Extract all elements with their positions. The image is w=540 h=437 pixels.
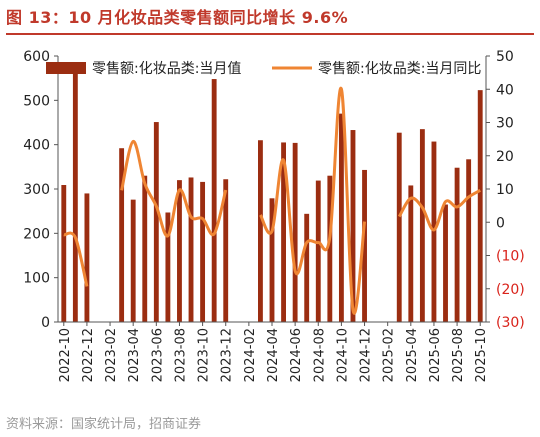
y-left-tick-label: 600 — [23, 49, 50, 65]
x-tick-label: 2023-08 — [173, 328, 188, 382]
title-rule — [6, 33, 534, 35]
bar — [119, 148, 125, 322]
x-tick-label: 2023-04 — [127, 328, 142, 382]
bar — [188, 177, 194, 322]
y-right-tick-label: (30) — [496, 315, 525, 331]
bar — [477, 90, 483, 323]
bar — [350, 130, 356, 322]
x-tick-label: 2025-04 — [405, 328, 420, 382]
x-tick-label: 2023-12 — [220, 328, 235, 382]
legend-line-label: 零售额:化妆品类:当月同比 — [318, 61, 481, 77]
source-note: 资料来源：国家统计局，招商证券 — [6, 417, 202, 432]
yoy-line-segment — [120, 139, 228, 238]
x-tick-label: 2024-08 — [312, 328, 327, 382]
bar — [269, 198, 275, 322]
x-tick-label: 2025-02 — [382, 328, 397, 382]
y-left-tick-label: 500 — [23, 93, 50, 109]
bar — [327, 175, 333, 322]
bar — [443, 204, 448, 322]
bar — [338, 113, 344, 322]
y-left-tick-label: 400 — [23, 138, 50, 154]
y-right-tick-label: 10 — [496, 182, 514, 198]
bar — [454, 167, 460, 322]
y-left-tick-label: 300 — [23, 182, 50, 198]
yoy-line-segment — [397, 189, 481, 232]
yoy-line-segment — [63, 231, 89, 287]
x-tick-label: 2023-06 — [150, 328, 165, 382]
x-tick-label: 2025-06 — [428, 328, 443, 382]
x-tick-label: 2024-06 — [289, 328, 304, 382]
x-tick-label: 2024-12 — [359, 328, 374, 382]
chart: 0 100 200 300 400 500 600 (30) (20) (10) 0 10 20 30 40… — [23, 49, 525, 382]
bar — [200, 181, 206, 322]
y-right-tick-label: (20) — [496, 282, 525, 298]
bar — [362, 169, 367, 322]
bar — [165, 212, 171, 322]
bar — [211, 79, 217, 322]
legend-bar-swatch — [46, 62, 86, 74]
y-right-tick-label: 50 — [496, 49, 514, 65]
bar — [315, 180, 321, 322]
legend-bar-label: 零售额:化妆品类:当月值 — [92, 61, 241, 77]
yoy-line-segment — [259, 86, 367, 315]
x-tick-label: 2023-10 — [197, 328, 212, 382]
y-right-tick-label: 0 — [496, 215, 505, 231]
bar — [72, 72, 78, 322]
y-right-tick-label: 40 — [496, 82, 514, 98]
bar — [408, 185, 414, 322]
bar — [466, 159, 472, 322]
y-right-tick-label: (10) — [496, 249, 525, 265]
y-right-tick-label: 30 — [496, 116, 514, 132]
bar — [84, 193, 90, 322]
y-left-tick-label: 100 — [23, 271, 50, 287]
y-right-tick-label: 20 — [496, 149, 514, 165]
bar — [177, 180, 182, 322]
bar — [304, 213, 310, 322]
bar — [61, 185, 67, 322]
bar — [130, 199, 136, 322]
x-tick-label: 2023-02 — [104, 328, 119, 382]
x-tick-label: 2024-04 — [266, 328, 281, 382]
bar — [396, 132, 402, 322]
x-tick-label: 2022-10 — [58, 328, 73, 382]
x-tick-label: 2022-12 — [81, 328, 96, 382]
x-tick-label: 2024-02 — [243, 328, 258, 382]
x-tick-label: 2025-10 — [474, 328, 489, 382]
x-tick-label: 2024-10 — [335, 328, 350, 382]
bar — [223, 179, 229, 322]
chart-title: 图 13：10 月化妆品类零售额同比增长 9.6% — [6, 8, 349, 27]
y-left-tick-label: 200 — [23, 226, 50, 242]
bar — [431, 141, 437, 322]
bar — [153, 122, 159, 322]
bar — [142, 175, 148, 322]
bar — [258, 140, 263, 322]
bar — [419, 129, 425, 322]
bar — [281, 142, 286, 322]
bar — [292, 142, 298, 322]
y-left-tick-label: 0 — [41, 315, 50, 331]
x-tick-label: 2025-08 — [451, 328, 466, 382]
